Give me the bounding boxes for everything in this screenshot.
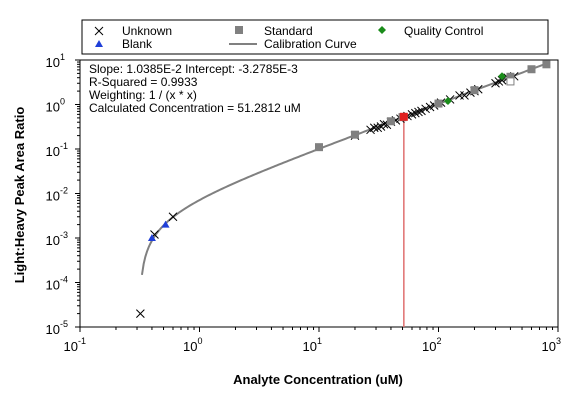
point-blank — [147, 234, 156, 241]
y-tick-label-base: 10 — [46, 278, 60, 293]
legend-marker-blank — [95, 40, 103, 47]
x-tick-label-base: 10 — [183, 339, 197, 354]
point-unknown — [421, 104, 430, 114]
point-standard — [527, 65, 536, 74]
legend-label-standard: Standard — [264, 24, 313, 38]
point-unknown — [168, 212, 178, 222]
regression-annotation: Slope: 1.0385E-2 Intercept: -3.2785E-3 R… — [89, 62, 301, 115]
legend-label-unknown: Unknown — [122, 24, 172, 38]
legend-label-calibration-curve: Calibration Curve — [264, 37, 357, 51]
x-axis: 10 -1 10 0 10 1 10 2 10 3 — [64, 327, 561, 354]
legend-marker-quality-control — [378, 26, 386, 34]
point-standard — [542, 60, 551, 69]
point-unknown — [414, 107, 423, 117]
y-tick-label-exponent: -2 — [60, 186, 68, 196]
point-quality-control — [498, 72, 507, 81]
y-tick-label-base: 10 — [46, 322, 60, 337]
x-tick-label-base: 10 — [422, 339, 436, 354]
point-excluded — [506, 77, 515, 86]
legend-marker-standard — [235, 26, 243, 34]
y-tick-label-exponent: -4 — [60, 275, 68, 285]
y-tick-label-base: 10 — [46, 189, 60, 204]
point-unknown — [410, 108, 420, 118]
point-unknown-stroke — [407, 110, 417, 119]
legend-entry-blank[interactable]: Blank — [95, 37, 153, 51]
legend-marker-unknown — [94, 26, 104, 36]
legend: Unknown Standard Quality Control Blank C… — [81, 19, 549, 55]
point-unknown-stroke — [410, 108, 420, 118]
x-tick-label-base: 10 — [542, 339, 556, 354]
point-unknown-stroke — [168, 212, 178, 222]
legend-entry-standard[interactable]: Standard — [235, 24, 313, 38]
y-tick-label-base: 10 — [46, 100, 60, 115]
x-tick-label-base: 10 — [64, 339, 78, 354]
x-tick-label-exponent: 1 — [317, 336, 322, 346]
legend-box — [81, 19, 549, 55]
point-standard — [315, 143, 323, 152]
point-unknown-stroke — [460, 91, 469, 100]
point-standard — [506, 72, 515, 81]
y-tick-label-base: 10 — [46, 233, 60, 248]
x-tick-label-exponent: 2 — [437, 336, 442, 346]
point-unknown-stroke — [414, 107, 423, 117]
y-tick-label-base: 10 — [46, 144, 60, 159]
point-standard — [434, 99, 443, 108]
point-unknown — [407, 110, 417, 119]
point-unknown — [379, 119, 389, 129]
legend-label-blank: Blank — [122, 37, 153, 51]
y-axis-label: Light:Heavy Peak Area Ratio — [12, 107, 27, 284]
legend-entry-quality-control[interactable]: Quality Control — [378, 24, 483, 38]
point-unknown-stroke — [369, 123, 379, 133]
legend-entry-calibration-curve[interactable]: Calibration Curve — [229, 37, 357, 51]
legend-entry-unknown[interactable]: Unknown — [94, 24, 172, 38]
point-unknown-stroke — [379, 119, 389, 129]
point-unknown-stroke — [373, 123, 383, 133]
calibration-curve — [140, 62, 547, 276]
y-tick-label-exponent: -3 — [60, 230, 68, 240]
point-quality-control — [443, 96, 452, 105]
x-tick-label-exponent: 3 — [556, 336, 561, 346]
annotation-weighting: Weighting: 1 / (x * x) — [89, 88, 197, 102]
point-unknown — [460, 91, 469, 100]
point-standard — [386, 117, 395, 126]
selected-point — [399, 112, 408, 121]
y-tick-label-exponent: 1 — [60, 52, 65, 62]
point-unknown — [136, 309, 145, 318]
annotation-calculated-concentration: Calculated Concentration = 51.2812 uM — [89, 101, 301, 115]
point-standard — [350, 130, 359, 139]
y-tick-label-exponent: 0 — [60, 97, 65, 107]
legend-label-quality-control: Quality Control — [404, 24, 483, 38]
x-tick-label-exponent: 0 — [198, 336, 203, 346]
point-unknown-stroke — [421, 104, 430, 114]
point-unknown-stroke — [417, 106, 426, 116]
y-tick-label-base: 10 — [46, 55, 60, 70]
point-unknown — [417, 106, 426, 116]
point-unknown-stroke — [136, 309, 145, 318]
data-points-layer — [136, 60, 551, 318]
y-tick-label-exponent: -1 — [60, 141, 68, 151]
x-tick-label-exponent: -1 — [78, 336, 86, 346]
point-standard — [470, 86, 479, 95]
annotation-r-squared: R-Squared = 0.9933 — [89, 75, 198, 89]
annotation-slope-intercept: Slope: 1.0385E-2 Intercept: -3.2785E-3 — [89, 62, 298, 76]
point-blank — [161, 220, 170, 228]
y-tick-label-exponent: -5 — [60, 319, 68, 329]
point-unknown — [373, 123, 383, 133]
x-axis-label: Analyte Concentration (uM) — [233, 372, 403, 387]
x-tick-label-base: 10 — [303, 339, 317, 354]
